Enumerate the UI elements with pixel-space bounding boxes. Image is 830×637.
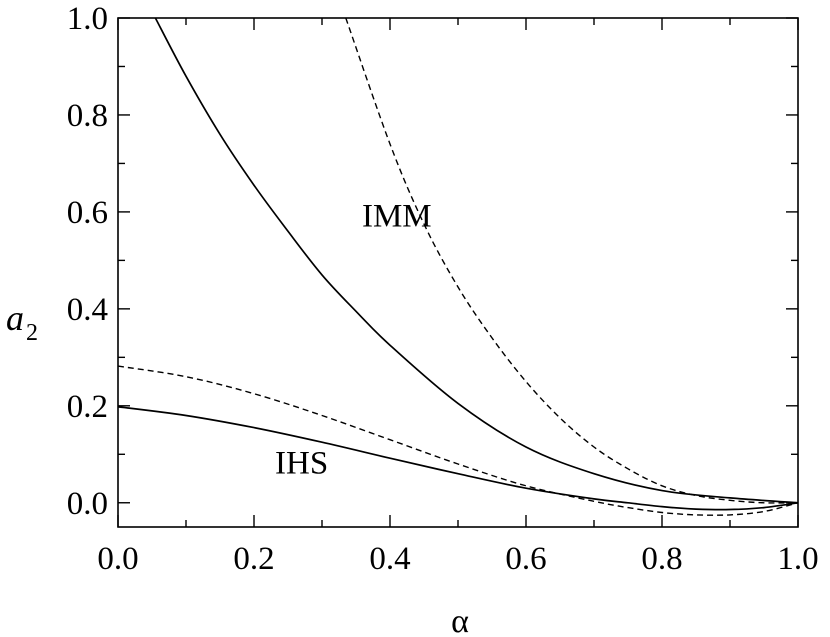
series-ihs-dashed <box>117 365 799 516</box>
annotation-ihs: IHS <box>275 446 328 482</box>
axis-ticks <box>117 17 799 527</box>
y-axis-label: a2 <box>6 298 38 346</box>
series-imm-solid <box>154 17 799 504</box>
x-tick-label: 0.2 <box>233 541 274 577</box>
x-tick-label: 0.6 <box>505 541 546 577</box>
y-tick-label: 0.4 <box>67 292 108 328</box>
annotation-imm: IMM <box>362 198 432 234</box>
x-tick-label: 1.0 <box>777 541 818 577</box>
y-tick-label: 0.8 <box>67 98 108 134</box>
x-axis-label: α <box>451 603 469 637</box>
series-imm-dashed <box>345 17 799 504</box>
y-axis-label-main: a <box>6 298 24 338</box>
series-layer <box>117 17 799 516</box>
y-tick-label: 0.6 <box>67 195 108 231</box>
x-tick-label: 0.0 <box>97 541 138 577</box>
y-tick-label: 0.2 <box>67 389 108 425</box>
tick-labels: 0.0 0.2 0.4 0.6 0.8 1.0 0.0 0.2 0.4 0.6 0.8 1.0 <box>67 1 819 577</box>
plot-frame <box>117 17 799 528</box>
y-axis-label-subscript: 2 <box>26 320 38 346</box>
series-ihs-solid <box>117 405 799 511</box>
y-tick-label: 1.0 <box>67 1 108 37</box>
x-tick-label: 0.4 <box>369 541 410 577</box>
y-tick-label: 0.0 <box>67 486 108 522</box>
x-tick-label: 0.8 <box>641 541 682 577</box>
